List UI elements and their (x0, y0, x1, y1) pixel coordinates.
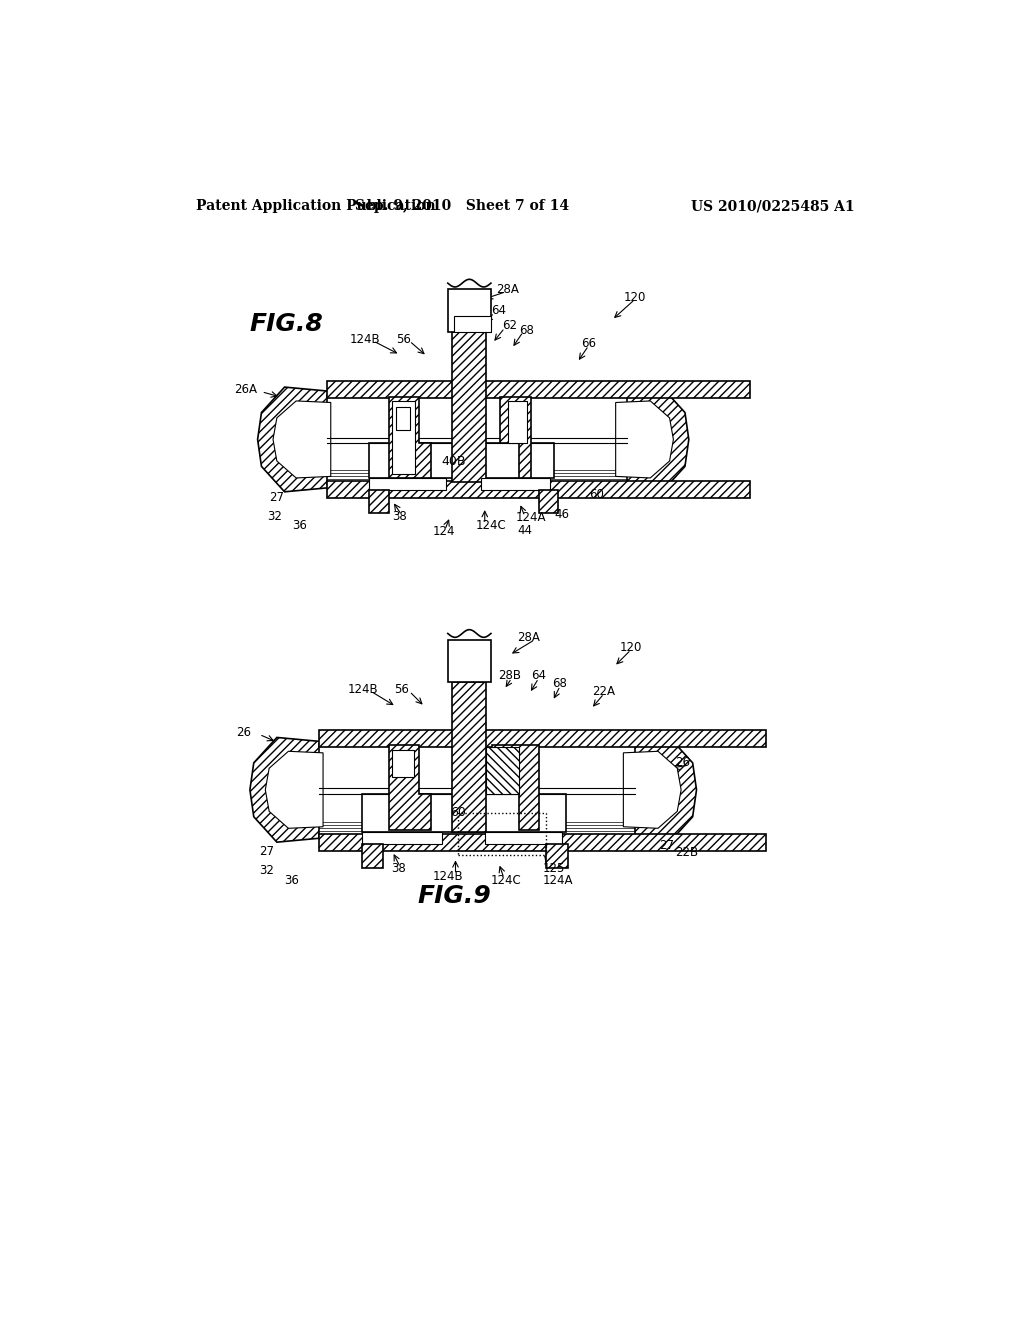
Text: 38: 38 (391, 862, 406, 875)
Polygon shape (250, 738, 327, 842)
Text: 66: 66 (581, 337, 596, 350)
Text: 36: 36 (292, 519, 307, 532)
Text: 44: 44 (517, 524, 532, 537)
Polygon shape (273, 401, 331, 478)
Bar (447, 640, 490, 682)
Text: 68: 68 (553, 677, 567, 690)
Text: 28A: 28A (517, 631, 540, 644)
Text: 28B: 28B (499, 669, 521, 682)
Polygon shape (620, 738, 696, 842)
Bar (361, 793, 565, 832)
Polygon shape (624, 751, 681, 829)
Polygon shape (392, 401, 416, 474)
Bar (454, 317, 490, 331)
Bar (370, 478, 446, 490)
Text: 26A: 26A (234, 383, 257, 396)
Text: 27: 27 (659, 838, 675, 851)
Polygon shape (493, 744, 539, 830)
Text: 125: 125 (543, 862, 565, 875)
Bar (319, 730, 766, 747)
Text: 32: 32 (267, 510, 282, 523)
Bar (327, 395, 628, 484)
Text: 64: 64 (490, 304, 506, 317)
Text: 27: 27 (269, 491, 284, 504)
Polygon shape (453, 331, 486, 482)
Text: 124: 124 (432, 525, 455, 539)
Bar (327, 381, 751, 397)
Text: 38: 38 (392, 510, 408, 523)
Polygon shape (615, 401, 674, 478)
Bar (484, 832, 562, 843)
Bar (327, 480, 751, 498)
Text: 68: 68 (519, 323, 535, 337)
Text: 27: 27 (259, 845, 274, 858)
Text: FIG.8: FIG.8 (250, 312, 324, 337)
Text: 36: 36 (285, 874, 299, 887)
Text: 56: 56 (396, 333, 411, 346)
Text: 22A: 22A (593, 685, 615, 698)
Text: 26: 26 (237, 726, 251, 739)
Text: 46: 46 (554, 508, 569, 521)
Bar (547, 843, 568, 869)
Text: 28A: 28A (497, 282, 519, 296)
Text: 64: 64 (531, 669, 546, 682)
Text: 56: 56 (394, 684, 409, 696)
Polygon shape (258, 387, 335, 492)
Polygon shape (388, 744, 431, 830)
Bar (447, 289, 490, 331)
Bar (392, 750, 414, 776)
Text: 60: 60 (450, 807, 466, 820)
Polygon shape (500, 397, 531, 478)
Text: 124A: 124A (515, 511, 546, 524)
Bar (508, 401, 527, 444)
Text: 60: 60 (589, 488, 603, 502)
Text: 22B: 22B (675, 846, 698, 859)
Bar (396, 407, 410, 430)
Bar (361, 843, 383, 869)
Text: US 2010/0225485 A1: US 2010/0225485 A1 (691, 199, 854, 213)
Bar (539, 490, 558, 512)
Text: 124B: 124B (348, 684, 378, 696)
Text: 124A: 124A (543, 874, 573, 887)
Bar (370, 444, 554, 478)
Text: 26: 26 (675, 756, 690, 770)
Text: 120: 120 (624, 290, 646, 304)
Text: 40B: 40B (441, 454, 466, 467)
Text: FIG.9: FIG.9 (417, 884, 490, 908)
Text: 124B: 124B (432, 870, 463, 883)
Text: Sep. 9, 2010   Sheet 7 of 14: Sep. 9, 2010 Sheet 7 of 14 (354, 199, 568, 213)
Text: Patent Application Publication: Patent Application Publication (196, 199, 435, 213)
Bar (370, 490, 388, 512)
Text: 124C: 124C (490, 874, 521, 887)
Polygon shape (265, 751, 323, 829)
Text: 62: 62 (502, 319, 517, 333)
Bar (481, 478, 550, 490)
Bar (319, 834, 766, 851)
Polygon shape (486, 747, 519, 793)
Polygon shape (611, 387, 689, 492)
Bar (458, 813, 547, 855)
Text: 32: 32 (259, 865, 274, 878)
Polygon shape (453, 682, 486, 832)
Text: 120: 120 (620, 640, 642, 653)
Bar (361, 832, 442, 843)
Text: 124B: 124B (350, 333, 381, 346)
Bar (319, 743, 635, 838)
Text: 124C: 124C (475, 519, 506, 532)
Polygon shape (388, 397, 431, 478)
